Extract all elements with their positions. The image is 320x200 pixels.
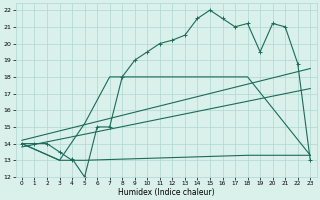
X-axis label: Humidex (Indice chaleur): Humidex (Indice chaleur) (118, 188, 214, 197)
